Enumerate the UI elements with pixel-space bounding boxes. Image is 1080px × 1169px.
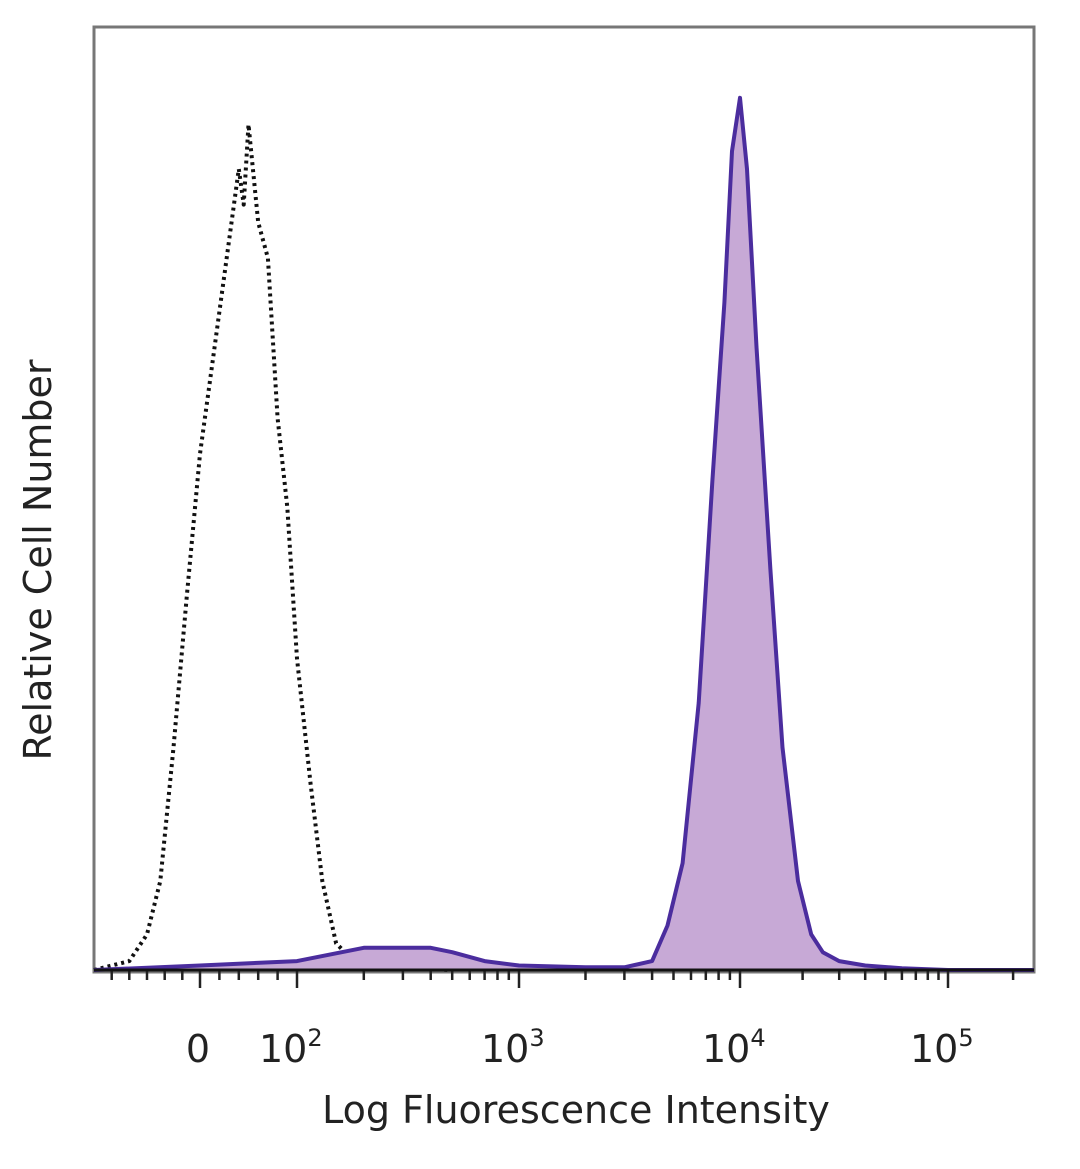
x-tick-label: 103 [481, 1024, 545, 1071]
x-tick-base: 10 [702, 1027, 750, 1071]
x-tick-exponent: 3 [529, 1024, 544, 1052]
x-tick-label: 102 [259, 1024, 323, 1071]
x-tick-exponent: 4 [750, 1024, 765, 1052]
x-tick-base: 10 [481, 1027, 529, 1071]
x-tick-base: 10 [910, 1027, 958, 1071]
x-tick-exponent: 2 [307, 1024, 322, 1052]
series-layer [93, 95, 1034, 972]
x-axis-ticks: 0 102 103 104 105 [110, 970, 1015, 1071]
series-1-line [93, 95, 1034, 972]
x-tick-label: 105 [910, 1024, 974, 1071]
series-0-line [93, 122, 453, 972]
x-tick-label: 0 [186, 1027, 210, 1071]
x-axis-title: Log Fluorescence Intensity [322, 1088, 830, 1132]
plot-frame [92, 25, 1036, 974]
x-tick-base: 10 [259, 1027, 307, 1071]
x-tick-label: 104 [702, 1024, 766, 1071]
series-1-area [94, 97, 1034, 971]
x-tick-exponent: 5 [958, 1024, 973, 1052]
y-axis-title: Relative Cell Number [16, 359, 60, 760]
